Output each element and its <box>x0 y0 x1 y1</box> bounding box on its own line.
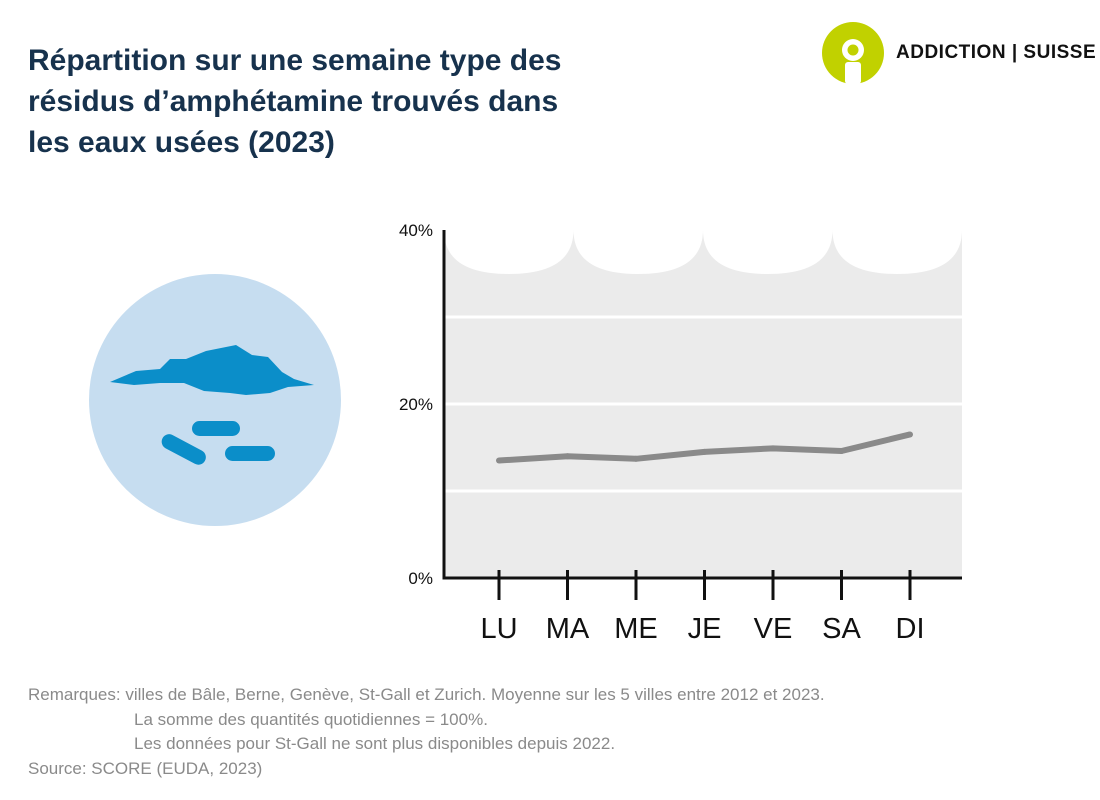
x-axis-ticks: LU MA ME JE VE SA DI <box>480 570 925 645</box>
axes <box>442 230 962 580</box>
gridlines <box>444 315 962 493</box>
y-tick-label: 20% <box>399 395 433 414</box>
data-point <box>496 457 502 464</box>
x-tick-label: JE <box>688 613 722 645</box>
x-tick-label: MA <box>546 613 590 645</box>
x-tick-label: DI <box>896 613 925 645</box>
line-chart: 0% 20% 40% LU MA ME JE VE SA DI <box>399 221 962 645</box>
y-axis-tick-labels: 0% 20% 40% <box>399 221 433 588</box>
chart-title: Répartition sur une semaine type des rés… <box>28 40 728 163</box>
data-series <box>496 431 913 464</box>
remarks-line-3: Les données pour St-Gall ne sont plus di… <box>134 734 616 753</box>
remarks-line-2: La somme des quantités quotidiennes = 10… <box>134 709 488 729</box>
addiction-suisse-logo-icon <box>822 22 884 84</box>
data-point <box>770 445 776 452</box>
x-tick-label: ME <box>614 613 658 645</box>
source-note: Source: SCORE (EUDA, 2023) <box>28 758 263 778</box>
amphetamine-illustration <box>88 272 344 533</box>
remarks-line-1: Remarques: villes de Bâle, Berne, Genève… <box>28 685 825 704</box>
footnotes: Remarques: villes de Bâle, Berne, Genève… <box>28 683 825 781</box>
y-tick-label: 0% <box>408 569 433 588</box>
chart-title-line-3: les eaux usées (2023) <box>28 126 335 159</box>
addiction-suisse-logo: ADDICTION | SUISSE <box>822 22 1096 84</box>
x-tick-label: SA <box>822 613 861 645</box>
data-point <box>838 447 845 454</box>
data-point <box>907 431 913 438</box>
y-tick-label: 40% <box>399 221 433 240</box>
chart-title-line-2: résidus d’amphétamine trouvés dans <box>28 85 559 118</box>
data-point <box>633 455 639 462</box>
data-point <box>564 453 571 460</box>
x-tick-label: VE <box>754 613 793 645</box>
amphetamine-powder-pills-icon <box>89 274 341 526</box>
x-tick-label: LU <box>480 613 517 645</box>
data-point <box>701 448 708 455</box>
logo-text: ADDICTION | SUISSE <box>896 42 1097 63</box>
chart-title-line-1: Répartition sur une semaine type des <box>28 44 562 77</box>
